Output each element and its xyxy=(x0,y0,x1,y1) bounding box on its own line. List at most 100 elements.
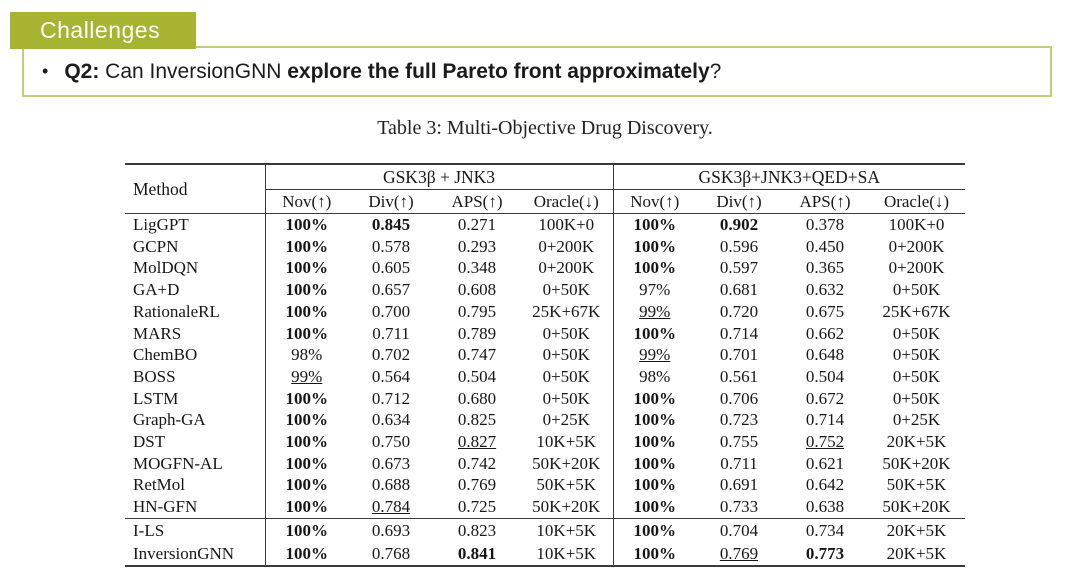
method-cell: LigGPT xyxy=(125,213,266,236)
value-cell: 0.711 xyxy=(720,453,758,473)
value-cell: 0+25K xyxy=(520,409,614,432)
value-cell: 0+50K xyxy=(892,323,941,343)
value-cell: 100% xyxy=(613,517,696,542)
table-row: LSTM 100% 0.712 0.680 0+50K 100% 0.706 0.672 0+5… xyxy=(125,387,965,410)
value-cell: 0.734 xyxy=(782,517,868,542)
value-cell: 100% xyxy=(285,388,329,408)
value-cell: 0+200K xyxy=(888,236,945,256)
table-row: RationaleRL 100% 0.700 0.795 25K+67K 99% 0.720… xyxy=(125,300,965,323)
value-cell: 100% xyxy=(285,410,329,430)
value-cell: 50K+20K xyxy=(882,453,951,473)
value-cell: 100% xyxy=(285,280,329,300)
method-header: Method xyxy=(125,164,266,214)
value-cell: 0.561 xyxy=(719,366,759,386)
table-row: MARS 100% 0.711 0.789 0+50K 100% 0.714 0.662 0+5… xyxy=(125,322,965,345)
method-cell: InversionGNN xyxy=(125,541,266,566)
value-cell: 100% xyxy=(633,432,677,452)
method-cell: I-LS xyxy=(125,517,266,542)
method-cell: GA+D xyxy=(125,279,266,301)
value-cell: 100% xyxy=(633,236,677,256)
value-cell: 0.827 xyxy=(457,432,497,452)
value-cell: 0.693 xyxy=(348,517,434,542)
value-cell: 100% xyxy=(285,475,329,495)
method-cell: MolDQN xyxy=(125,257,266,280)
value-cell: 0.841 xyxy=(457,543,497,563)
value-cell: 100K+0 xyxy=(888,215,945,234)
method-cell: RationaleRL xyxy=(125,300,266,323)
method-cell: GCPN xyxy=(125,235,266,258)
value-cell: 0+50K xyxy=(892,280,941,300)
value-cell: 100% xyxy=(633,323,677,343)
value-cell: 0.714 xyxy=(805,410,845,430)
value-cell: 0.733 xyxy=(719,497,759,517)
value-cell: 100% xyxy=(633,475,677,495)
challenges-badge: Challenges xyxy=(10,12,196,49)
subheader-div-1: Div(↑) xyxy=(348,189,434,214)
value-cell: 0+50K xyxy=(892,345,941,365)
value-cell: 100% xyxy=(633,543,677,563)
value-cell: 50K+20K xyxy=(520,496,614,519)
question-segment: Q2: xyxy=(64,59,100,83)
value-cell: 0.769 xyxy=(457,475,497,495)
value-cell: 0.755 xyxy=(719,432,759,452)
subheader-aps-2: APS(↑) xyxy=(782,189,868,214)
table-row: MolDQN 100% 0.605 0.348 0+200K 100% 0.597 0.365… xyxy=(125,257,965,280)
value-cell: 100% xyxy=(285,215,329,234)
value-cell: 0.648 xyxy=(805,345,845,365)
value-cell: 100% xyxy=(285,301,329,321)
value-cell: 20K+5K xyxy=(886,543,947,563)
value-cell: 100% xyxy=(633,410,677,430)
value-cell: 20K+5K xyxy=(886,432,947,452)
value-cell: 0.712 xyxy=(371,388,411,408)
value-cell: 0.596 xyxy=(719,236,759,256)
value-cell: 0.825 xyxy=(457,410,497,430)
value-cell: 100% xyxy=(285,323,329,343)
value-cell: 50K+5K xyxy=(886,475,947,495)
value-cell: 100% xyxy=(633,388,677,408)
value-cell: 0.293 xyxy=(457,236,497,256)
value-cell: 0.504 xyxy=(457,366,497,386)
value-cell: 100% xyxy=(265,517,348,542)
method-cell: Graph-GA xyxy=(125,409,266,432)
value-cell: 0.773 xyxy=(805,543,845,563)
value-cell: 0.742 xyxy=(457,453,497,473)
method-cell: LSTM xyxy=(125,387,266,410)
value-cell: 0.378 xyxy=(805,215,845,234)
question-segment: ? xyxy=(709,59,722,83)
value-cell: 0.642 xyxy=(805,475,845,495)
value-cell: 0.657 xyxy=(371,280,411,300)
value-cell: 0+50K xyxy=(520,279,614,301)
value-cell: 0+200K xyxy=(520,235,614,258)
value-cell: 0.769 xyxy=(719,543,759,563)
value-cell: 0+50K xyxy=(520,344,614,366)
method-cell: MOGFN-AL xyxy=(125,452,266,475)
group-header-gsk3b-jnk3: GSK3β + JNK3 xyxy=(265,164,614,190)
value-cell: 50K+20K xyxy=(882,497,951,517)
table-row: RetMol 100% 0.688 0.769 50K+5K 100% 0.691 0.642… xyxy=(125,474,965,497)
value-cell: 99% xyxy=(291,366,323,386)
subheader-oracle-1: Oracle(↓) xyxy=(520,189,614,214)
value-cell: 0.681 xyxy=(719,280,759,300)
value-cell: 100% xyxy=(285,432,329,452)
table-caption: Table 3: Multi-Objective Drug Discovery. xyxy=(377,117,713,139)
table-row: ChemBO 98% 0.702 0.747 0+50K 99% 0.701 0.648 0+5… xyxy=(125,344,965,366)
value-cell: 0.823 xyxy=(434,517,520,542)
value-cell: 0.784 xyxy=(371,497,411,517)
value-cell: 25K+67K xyxy=(520,300,614,323)
value-cell: 0.725 xyxy=(457,497,497,517)
method-cell: DST xyxy=(125,431,266,453)
value-cell: 0+200K xyxy=(520,257,614,280)
table-row: MOGFN-AL 100% 0.673 0.742 50K+20K 100% 0.711 0.… xyxy=(125,452,965,475)
value-cell: 50K+5K xyxy=(520,474,614,497)
value-cell: 100% xyxy=(633,215,677,234)
bullet-icon: • xyxy=(42,61,49,81)
value-cell: 0.700 xyxy=(371,301,411,321)
group-header-gsk3b-jnk3-qed-sa: GSK3β+JNK3+QED+SA xyxy=(613,164,965,190)
value-cell: 100% xyxy=(285,258,329,278)
value-cell: 99% xyxy=(639,301,671,321)
value-cell: 0+50K xyxy=(892,388,941,408)
value-cell: 0.634 xyxy=(371,410,411,430)
value-cell: 0+50K xyxy=(520,365,614,388)
value-cell: 100% xyxy=(633,258,677,278)
value-cell: 0.638 xyxy=(805,497,845,517)
